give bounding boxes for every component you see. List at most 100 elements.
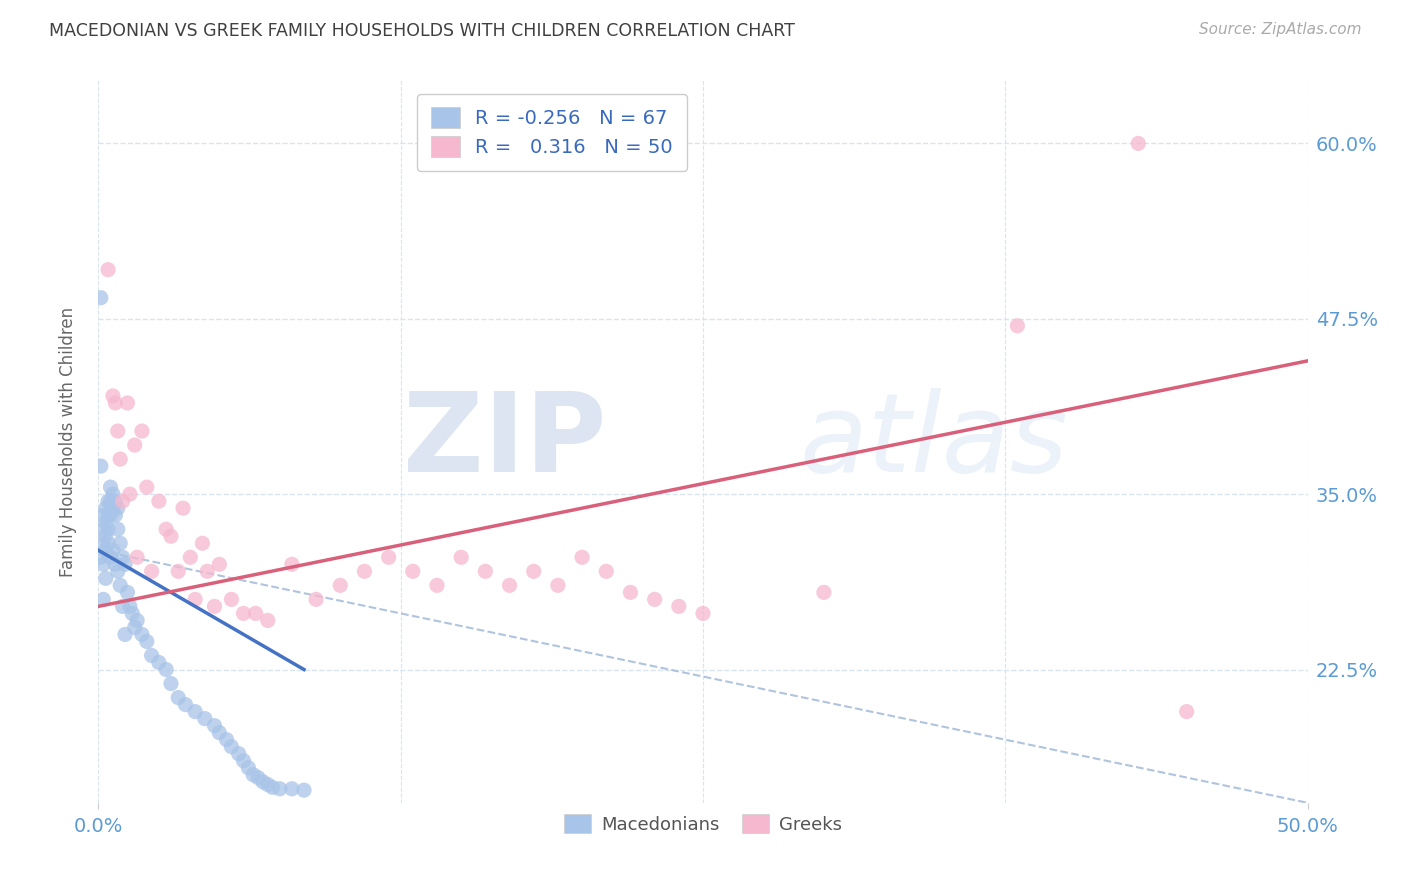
- Point: [97, 522, 120, 536]
- Point: [118, 487, 141, 501]
- Point: [329, 578, 352, 592]
- Point: [97, 508, 120, 523]
- Point: [247, 771, 270, 785]
- Point: [111, 494, 134, 508]
- Point: [107, 424, 129, 438]
- Point: [97, 262, 120, 277]
- Point: [104, 558, 127, 572]
- Point: [619, 585, 641, 599]
- Point: [174, 698, 197, 712]
- Point: [141, 564, 163, 578]
- Point: [281, 781, 304, 796]
- Legend: Macedonians, Greeks: Macedonians, Greeks: [553, 803, 853, 845]
- Point: [104, 508, 127, 523]
- Point: [571, 550, 593, 565]
- Point: [402, 564, 425, 578]
- Point: [148, 656, 170, 670]
- Point: [228, 747, 250, 761]
- Point: [692, 607, 714, 621]
- Point: [281, 558, 304, 572]
- Point: [195, 564, 218, 578]
- Point: [221, 592, 243, 607]
- Point: [107, 501, 129, 516]
- Point: [97, 494, 120, 508]
- Point: [644, 592, 666, 607]
- Point: [238, 761, 260, 775]
- Point: [94, 515, 117, 529]
- Point: [450, 550, 472, 565]
- Point: [111, 550, 134, 565]
- Point: [114, 627, 136, 641]
- Point: [232, 754, 254, 768]
- Point: [242, 768, 264, 782]
- Point: [595, 564, 617, 578]
- Point: [101, 389, 124, 403]
- Point: [141, 648, 163, 663]
- Point: [269, 781, 291, 796]
- Point: [813, 585, 835, 599]
- Y-axis label: Family Households with Children: Family Households with Children: [59, 307, 77, 576]
- Point: [97, 536, 120, 550]
- Point: [118, 599, 141, 614]
- Point: [90, 459, 112, 474]
- Text: Source: ZipAtlas.com: Source: ZipAtlas.com: [1198, 22, 1361, 37]
- Point: [160, 529, 183, 543]
- Point: [191, 536, 214, 550]
- Point: [221, 739, 243, 754]
- Point: [353, 564, 375, 578]
- Point: [104, 494, 127, 508]
- Point: [208, 558, 231, 572]
- Point: [104, 396, 127, 410]
- Point: [377, 550, 399, 565]
- Point: [114, 558, 136, 572]
- Point: [1007, 318, 1029, 333]
- Point: [184, 705, 207, 719]
- Point: [194, 712, 217, 726]
- Point: [245, 607, 267, 621]
- Point: [167, 564, 190, 578]
- Point: [117, 396, 139, 410]
- Point: [547, 578, 569, 592]
- Point: [131, 424, 153, 438]
- Point: [148, 494, 170, 508]
- Point: [498, 578, 520, 592]
- Text: atlas: atlas: [800, 388, 1069, 495]
- Point: [232, 607, 254, 621]
- Point: [184, 592, 207, 607]
- Point: [91, 508, 114, 523]
- Point: [155, 522, 177, 536]
- Point: [204, 718, 226, 732]
- Point: [91, 522, 114, 536]
- Point: [94, 543, 117, 558]
- Point: [107, 564, 129, 578]
- Point: [172, 501, 194, 516]
- Point: [131, 627, 153, 641]
- Point: [160, 676, 183, 690]
- Point: [107, 522, 129, 536]
- Point: [155, 663, 177, 677]
- Point: [121, 607, 143, 621]
- Point: [100, 480, 122, 494]
- Point: [523, 564, 546, 578]
- Point: [127, 614, 149, 628]
- Text: ZIP: ZIP: [404, 388, 606, 495]
- Text: MACEDONIAN VS GREEK FAMILY HOUSEHOLDS WITH CHILDREN CORRELATION CHART: MACEDONIAN VS GREEK FAMILY HOUSEHOLDS WI…: [49, 22, 794, 40]
- Point: [1128, 136, 1150, 151]
- Point: [1175, 705, 1198, 719]
- Point: [108, 452, 131, 467]
- Point: [111, 599, 134, 614]
- Point: [94, 501, 117, 516]
- Point: [208, 725, 231, 739]
- Point: [90, 291, 112, 305]
- Point: [179, 550, 201, 565]
- Point: [256, 778, 278, 792]
- Point: [101, 487, 124, 501]
- Point: [127, 550, 149, 565]
- Point: [135, 480, 157, 494]
- Point: [474, 564, 496, 578]
- Point: [292, 783, 315, 797]
- Point: [167, 690, 190, 705]
- Point: [135, 634, 157, 648]
- Point: [100, 508, 122, 523]
- Point: [124, 620, 146, 634]
